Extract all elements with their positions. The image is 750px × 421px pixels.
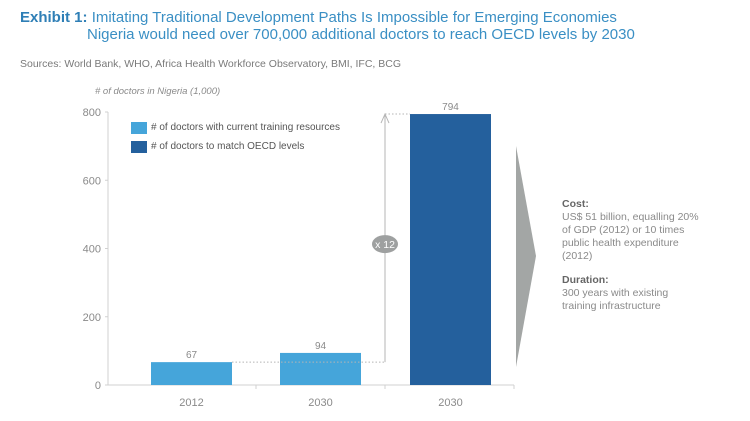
y-tick-label: 400	[83, 244, 101, 256]
legend-item-oecd: # of doctors to match OECD levels	[131, 137, 340, 156]
chevron-arrow-icon	[516, 146, 536, 367]
cost-line: public health expenditure	[562, 237, 679, 249]
duration-block: Duration: 300 years with existing traini…	[562, 274, 737, 313]
chart-title-line-1: Exhibit 1: Imitating Traditional Develop…	[20, 9, 617, 26]
bar-value-label: 94	[315, 341, 327, 352]
y-tick-label: 0	[95, 380, 101, 392]
y-tick-label: 200	[83, 312, 101, 324]
exhibit-label: Exhibit 1:	[20, 9, 88, 26]
bar-2030-2	[410, 114, 491, 386]
y-axis-label: # of doctors in Nigeria (1,000)	[95, 86, 221, 97]
legend-swatch-current	[131, 121, 147, 134]
sources-note: Sources: World Bank, WHO, Africa Health …	[20, 58, 402, 70]
multiplier-label: x 12	[375, 239, 395, 251]
legend: # of doctors with current training resou…	[131, 118, 340, 156]
side-panel: Cost: US$ 51 billion, equalling 20% of G…	[562, 198, 737, 324]
legend-item-current: # of doctors with current training resou…	[131, 118, 340, 137]
y-tick-label: 800	[83, 107, 101, 119]
title-text: Imitating Traditional Development Paths …	[91, 9, 617, 26]
bar-2030-1	[280, 352, 361, 385]
legend-swatch-oecd	[131, 140, 147, 153]
chart-subtitle: Nigeria would need over 700,000 addition…	[87, 26, 635, 43]
bar-value-label: 794	[442, 102, 459, 113]
cost-line: (2012)	[562, 250, 593, 262]
duration-heading: Duration:	[562, 274, 609, 286]
legend-label: # of doctors with current training resou…	[151, 122, 340, 133]
duration-line: 300 years with existing	[562, 287, 669, 299]
bar-value-label: 67	[186, 350, 198, 361]
cost-line: of GDP (2012) or 10 times	[562, 224, 685, 236]
cost-line: US$ 51 billion, equalling 20%	[562, 211, 699, 223]
x-tick-label: 2012	[179, 397, 203, 409]
x-tick-label: 2030	[308, 397, 332, 409]
x-tick-label: 2030	[438, 397, 462, 409]
duration-line: training infrastructure	[562, 300, 661, 312]
arrow-head-icon	[380, 112, 390, 124]
y-tick-label: 600	[83, 175, 101, 187]
bar-2012-0	[151, 362, 232, 385]
multiplier-badge	[372, 235, 398, 254]
cost-block: Cost: US$ 51 billion, equalling 20% of G…	[562, 198, 737, 263]
legend-label: # of doctors to match OECD levels	[151, 141, 305, 152]
cost-heading: Cost:	[562, 198, 589, 210]
